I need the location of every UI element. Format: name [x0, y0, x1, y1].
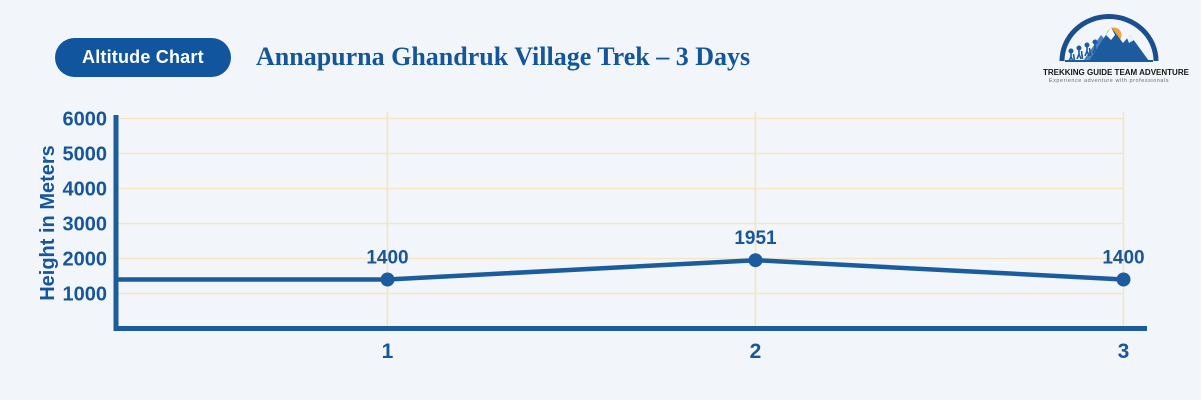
data-point — [1116, 272, 1131, 287]
logo-snowcap-2 — [1127, 35, 1134, 43]
y-tick-label: 1000 — [63, 284, 108, 306]
logo-mountain-arch-icon — [1059, 14, 1159, 62]
data-point-label: 1400 — [366, 248, 408, 269]
altitude-chart-badge: Altitude Chart — [55, 38, 231, 77]
altitude-line — [116, 257, 1124, 282]
company-logo: TREKKING GUIDE TEAM ADVENTURE Experience… — [1043, 13, 1189, 84]
y-tick-label: 5000 — [63, 144, 108, 166]
data-point-label: 1400 — [1102, 248, 1144, 269]
logo-snowcap — [1106, 27, 1115, 40]
logo-arch — [1059, 14, 1159, 62]
badge-label: Altitude Chart — [82, 47, 204, 67]
x-tick-label: 1 — [382, 340, 394, 363]
page-title: Annapurna Ghandruk Village Trek – 3 Days — [256, 42, 751, 71]
y-tick-label: 4000 — [63, 179, 108, 201]
y-tick-label: 6000 — [63, 109, 108, 131]
y-tick-label: 2000 — [63, 249, 108, 271]
logo-trekkers-icon — [1068, 39, 1098, 62]
x-tick-label: 3 — [1118, 340, 1130, 363]
x-tick-label: 2 — [750, 340, 762, 363]
data-point — [748, 253, 763, 268]
y-axis-title: Height in Meters — [37, 145, 59, 301]
data-point — [380, 272, 395, 287]
y-tick-label: 3000 — [63, 214, 108, 236]
logo-mountain-front — [1089, 27, 1149, 61]
data-point-label: 1951 — [734, 228, 777, 249]
logo-name: TREKKING GUIDE TEAM ADVENTURE — [1043, 68, 1189, 77]
logo-tagline: Experience adventure with professionals — [1048, 78, 1170, 84]
